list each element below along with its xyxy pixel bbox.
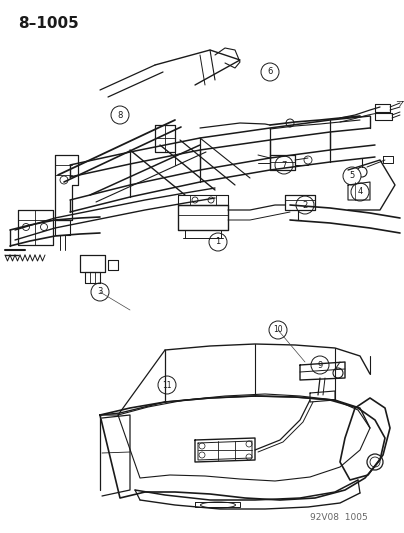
Circle shape xyxy=(209,233,227,251)
Circle shape xyxy=(158,376,176,394)
Circle shape xyxy=(261,63,279,81)
Circle shape xyxy=(269,321,287,339)
Text: 7: 7 xyxy=(281,160,287,169)
Text: 8–1005: 8–1005 xyxy=(18,16,79,31)
Text: 6: 6 xyxy=(267,68,273,77)
Circle shape xyxy=(286,119,294,127)
Circle shape xyxy=(296,196,314,214)
Circle shape xyxy=(343,167,361,185)
Text: 4: 4 xyxy=(358,188,363,197)
Text: 10: 10 xyxy=(273,326,283,335)
Text: 3: 3 xyxy=(97,287,103,296)
Text: 9: 9 xyxy=(318,360,323,369)
Circle shape xyxy=(275,156,293,174)
Circle shape xyxy=(111,106,129,124)
Text: 1: 1 xyxy=(215,238,221,246)
Circle shape xyxy=(91,283,109,301)
Text: 8: 8 xyxy=(117,110,123,119)
Text: 92V08  1005: 92V08 1005 xyxy=(310,513,368,522)
Circle shape xyxy=(311,356,329,374)
Text: 5: 5 xyxy=(349,172,355,181)
Circle shape xyxy=(351,183,369,201)
Text: 11: 11 xyxy=(162,381,172,390)
Text: 2: 2 xyxy=(302,200,307,209)
